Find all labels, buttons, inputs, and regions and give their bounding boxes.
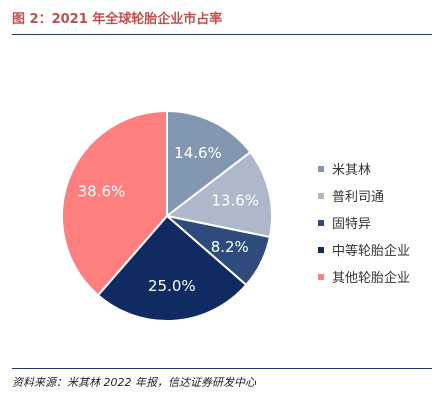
legend-item: 其他轮胎企业 bbox=[318, 268, 411, 286]
pie-slice-value-label: 13.6% bbox=[211, 191, 259, 209]
pie-slice bbox=[61, 109, 168, 297]
pie-slice bbox=[96, 214, 248, 322]
source-divider bbox=[12, 368, 432, 369]
chart-legend: 米其林普利司通固特异中等轮胎企业 其他轮胎企业 bbox=[318, 160, 410, 295]
source-note: 资料来源：米其林 2022 年报，信达证券研发中心 bbox=[12, 376, 256, 389]
legend-swatch bbox=[318, 192, 324, 199]
pie-slice-value-label: 14.6% bbox=[174, 144, 222, 162]
legend-item: 中等轮胎企业 bbox=[318, 241, 411, 259]
legend-swatch bbox=[318, 246, 324, 253]
legend-label: 普利司通 bbox=[332, 190, 385, 205]
legend-swatch bbox=[318, 273, 324, 280]
legend-item: 固特异 bbox=[318, 214, 410, 232]
legend-item: 普利司通 bbox=[318, 187, 410, 205]
pie-slice bbox=[166, 109, 252, 219]
pie-slice-value-label: 25.0% bbox=[148, 277, 196, 295]
pie-slice bbox=[164, 150, 273, 239]
title-divider bbox=[12, 34, 432, 35]
legend-item: 米其林 bbox=[318, 160, 410, 178]
legend-swatch bbox=[318, 219, 324, 226]
pie-slice-value-label: 8.2% bbox=[211, 238, 249, 256]
legend-swatch bbox=[318, 165, 324, 172]
legend-label: 中等轮胎企业 bbox=[332, 244, 411, 259]
legend-label: 米其林 bbox=[332, 163, 372, 178]
legend-label: 其他轮胎企业 bbox=[332, 271, 411, 286]
pie-slice-value-label: 38.6% bbox=[78, 182, 126, 200]
legend-label: 固特异 bbox=[332, 217, 372, 232]
figure-title: 图 2：2021 年全球轮胎企业市占率 bbox=[12, 12, 223, 27]
